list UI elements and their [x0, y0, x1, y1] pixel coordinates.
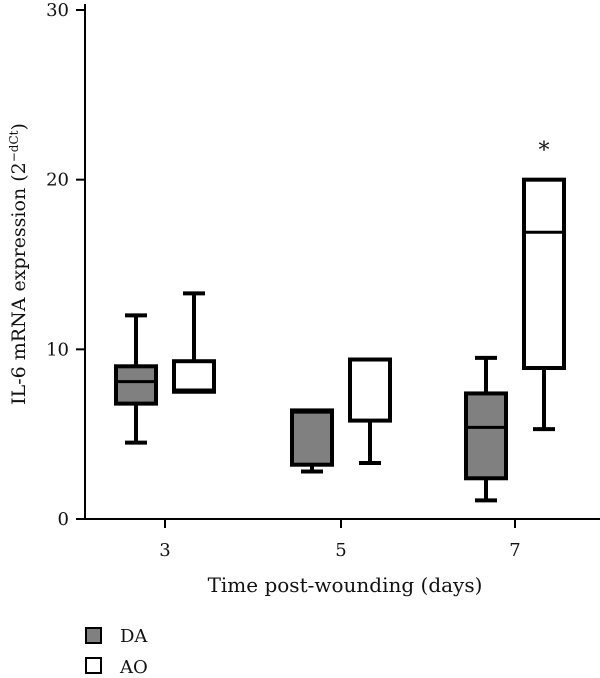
- box-da-3: [114, 313, 158, 445]
- x-tick-label: 7: [509, 540, 520, 561]
- y-tick-label: 10: [46, 339, 69, 360]
- box-body: [290, 408, 334, 467]
- significance-marker: *: [539, 139, 550, 164]
- legend-item-da: DA: [85, 626, 148, 647]
- box-ao-7: [522, 177, 566, 432]
- box-da-5: [290, 408, 334, 474]
- y-axis-label-close: ): [8, 123, 30, 130]
- legend-label-da: DA: [120, 626, 148, 647]
- box-ao-5: [348, 357, 392, 466]
- box-body: [522, 177, 566, 370]
- box-body: [464, 391, 508, 481]
- x-axis-label: Time post-wounding (days): [208, 573, 483, 597]
- box-body: [348, 357, 392, 423]
- y-axis-label-superscript: −dCt: [7, 130, 21, 162]
- y-tick-label: 30: [46, 0, 69, 21]
- box-body: [114, 364, 158, 406]
- y-axis-label-main: IL-6 mRNA expression (2: [8, 162, 30, 405]
- legend-item-ao: AO: [85, 657, 148, 678]
- y-tick-label: 0: [58, 509, 69, 530]
- y-axis-label: IL-6 mRNA expression (2−dCt): [7, 123, 30, 405]
- legend-label-ao: AO: [119, 657, 148, 678]
- svg-text:IL-6 mRNA expression (2−dCt): IL-6 mRNA expression (2−dCt): [7, 123, 30, 405]
- legend-swatch-da: [85, 627, 102, 644]
- box-body: [172, 359, 216, 394]
- plot-area: 0 10 20 30 3 5 7 *: [46, 0, 600, 561]
- x-tick-label: 5: [335, 540, 346, 561]
- box-da-7: [464, 355, 508, 503]
- x-tick-label: 3: [159, 540, 170, 561]
- y-tick-label: 20: [46, 170, 69, 191]
- legend-swatch-ao: [85, 657, 102, 674]
- box-ao-3: [172, 291, 216, 394]
- legend: DA AO: [85, 626, 148, 678]
